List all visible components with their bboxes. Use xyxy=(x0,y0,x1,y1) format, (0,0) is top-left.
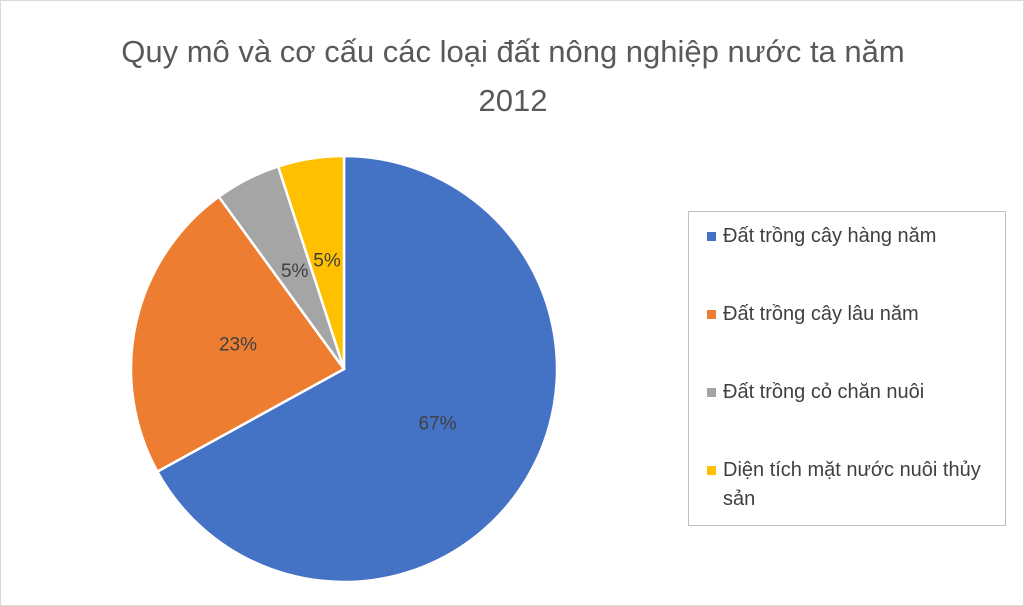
legend-label: Diện tích mặt nước nuôi thủy sản xyxy=(723,459,981,510)
data-label: 23% xyxy=(219,334,257,355)
pie-slice xyxy=(129,194,346,474)
pie-slice xyxy=(276,154,346,370)
legend-item: Diện tích mặt nước nuôi thủy sản xyxy=(707,456,995,514)
legend: Đất trồng cây hàng năm Đất trồng cây lâu … xyxy=(688,211,1006,526)
legend-swatch xyxy=(707,310,716,319)
legend-item: Đất trồng cây hàng năm xyxy=(707,222,995,251)
legend-label: Đất trồng cỏ chăn nuôi xyxy=(723,381,925,403)
legend-item: Đất trồng cây lâu năm xyxy=(707,300,995,329)
legend-label: Đất trồng cây lâu năm xyxy=(723,303,919,325)
legend-label: Đất trồng cây hàng năm xyxy=(723,225,937,247)
legend-swatch xyxy=(707,466,716,475)
legend-swatch xyxy=(707,232,716,241)
pie-slice xyxy=(155,154,559,584)
legend-swatch xyxy=(707,388,716,397)
legend-item: Đất trồng cỏ chăn nuôi xyxy=(707,378,995,407)
chart-title: Quy mô và cơ cấu các loại đất nông nghiệ… xyxy=(121,34,905,118)
data-label: 5% xyxy=(281,261,309,282)
data-label: 67% xyxy=(418,413,456,434)
data-label: 5% xyxy=(313,251,341,272)
